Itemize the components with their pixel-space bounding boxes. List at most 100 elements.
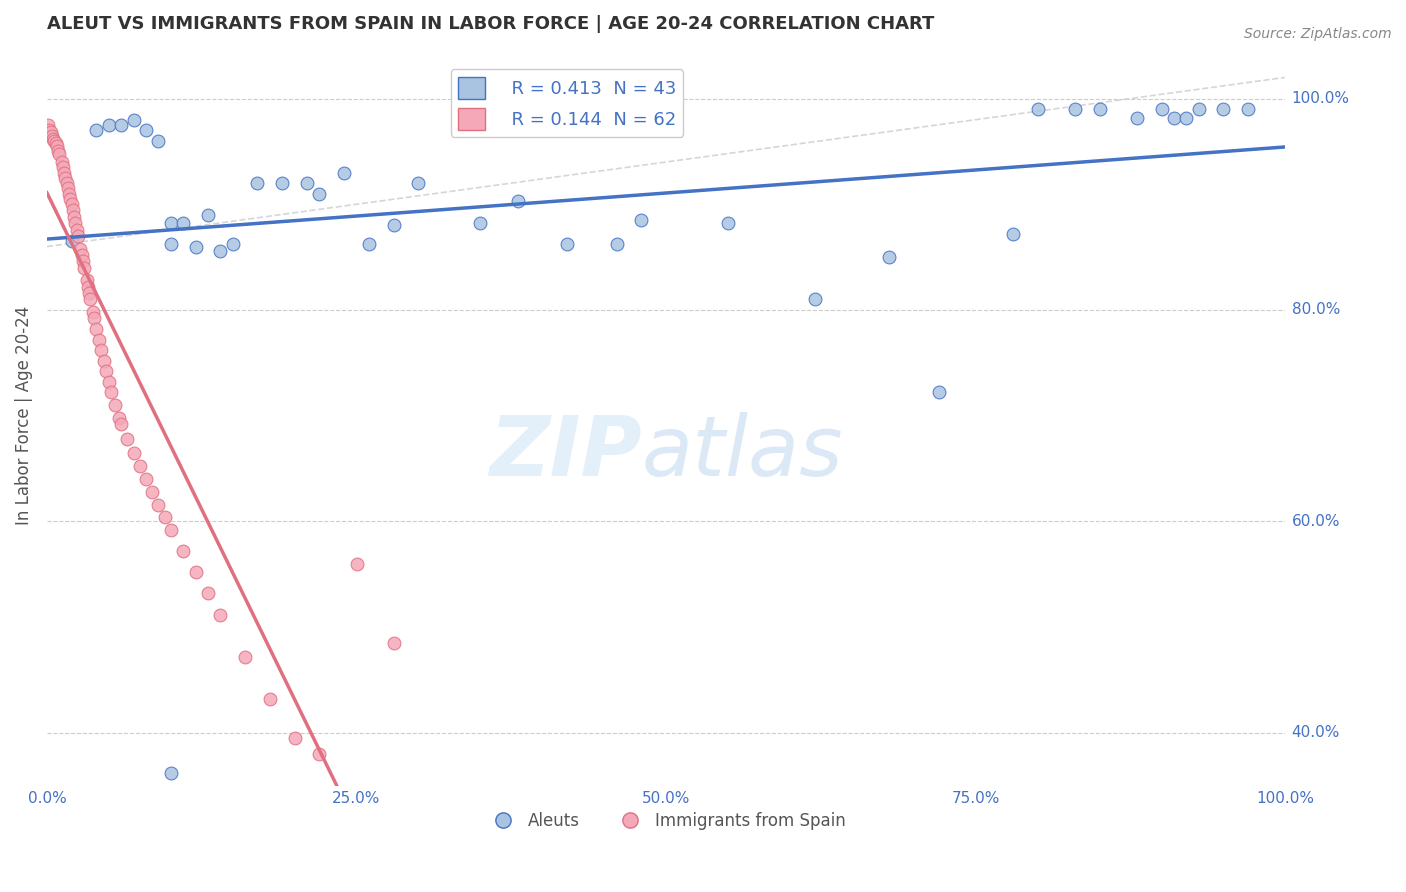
- Point: [69, 242, 91, 256]
- Point: [63, 210, 86, 224]
- Point: [1237, 102, 1260, 116]
- Point: [90, 343, 112, 358]
- Point: [382, 219, 405, 233]
- Point: [630, 213, 652, 227]
- Point: [308, 747, 330, 761]
- Point: [717, 216, 740, 230]
- Text: 40.0%: 40.0%: [1292, 725, 1340, 740]
- Point: [122, 112, 145, 127]
- Point: [87, 333, 110, 347]
- Point: [1188, 102, 1211, 116]
- Point: [72, 254, 94, 268]
- Point: [159, 766, 181, 780]
- Point: [1150, 102, 1173, 116]
- Point: [128, 459, 150, 474]
- Point: [1026, 102, 1049, 116]
- Point: [97, 375, 120, 389]
- Point: [555, 237, 578, 252]
- Point: [271, 176, 294, 190]
- Point: [159, 523, 181, 537]
- Point: [803, 293, 825, 307]
- Point: [55, 176, 77, 190]
- Point: [96, 364, 118, 378]
- Point: [60, 234, 83, 248]
- Text: ZIP: ZIP: [489, 412, 641, 493]
- Point: [45, 136, 67, 150]
- Point: [46, 145, 69, 159]
- Point: [65, 216, 87, 230]
- Point: [117, 432, 139, 446]
- Point: [606, 237, 628, 252]
- Point: [197, 208, 219, 222]
- Point: [259, 692, 281, 706]
- Point: [60, 197, 83, 211]
- Point: [470, 216, 492, 230]
- Point: [56, 181, 79, 195]
- Point: [135, 123, 157, 137]
- Point: [333, 165, 356, 179]
- Point: [76, 273, 98, 287]
- Point: [308, 186, 330, 201]
- Text: Source: ZipAtlas.com: Source: ZipAtlas.com: [1244, 27, 1392, 41]
- Point: [62, 202, 84, 217]
- Point: [38, 123, 60, 137]
- Point: [209, 244, 232, 258]
- Legend: Aleuts, Immigrants from Spain: Aleuts, Immigrants from Spain: [479, 805, 852, 837]
- Point: [184, 239, 207, 253]
- Point: [148, 134, 170, 148]
- Point: [153, 510, 176, 524]
- Point: [100, 385, 122, 400]
- Point: [52, 161, 75, 175]
- Point: [93, 353, 115, 368]
- Point: [39, 125, 62, 139]
- Point: [41, 128, 63, 143]
- Point: [42, 132, 65, 146]
- Point: [48, 146, 70, 161]
- Point: [1001, 227, 1024, 241]
- Point: [79, 293, 101, 307]
- Point: [172, 544, 194, 558]
- Point: [1088, 102, 1111, 116]
- Point: [53, 165, 76, 179]
- Point: [1212, 102, 1234, 116]
- Point: [284, 731, 307, 746]
- Point: [1063, 102, 1085, 116]
- Point: [197, 586, 219, 600]
- Point: [408, 176, 430, 190]
- Point: [295, 176, 318, 190]
- Point: [148, 498, 170, 512]
- Point: [110, 118, 132, 132]
- Point: [65, 222, 87, 236]
- Point: [172, 216, 194, 230]
- Point: [877, 250, 900, 264]
- Point: [86, 322, 108, 336]
- Point: [141, 484, 163, 499]
- Point: [1163, 111, 1185, 125]
- Point: [221, 237, 243, 252]
- Point: [55, 170, 77, 185]
- Point: [73, 260, 96, 275]
- Point: [44, 134, 66, 148]
- Text: 60.0%: 60.0%: [1292, 514, 1340, 529]
- Point: [506, 194, 529, 208]
- Point: [104, 398, 127, 412]
- Text: 100.0%: 100.0%: [1292, 91, 1350, 106]
- Point: [159, 216, 181, 230]
- Text: atlas: atlas: [641, 412, 844, 493]
- Point: [86, 123, 108, 137]
- Point: [59, 192, 82, 206]
- Point: [928, 385, 950, 400]
- Point: [83, 311, 105, 326]
- Point: [37, 118, 59, 132]
- Point: [70, 248, 93, 262]
- Point: [1126, 111, 1149, 125]
- Point: [58, 186, 80, 201]
- Point: [97, 118, 120, 132]
- Point: [66, 229, 89, 244]
- Point: [246, 176, 269, 190]
- Point: [209, 607, 232, 622]
- Point: [45, 139, 67, 153]
- Point: [357, 237, 380, 252]
- Point: [110, 417, 132, 432]
- Point: [184, 565, 207, 579]
